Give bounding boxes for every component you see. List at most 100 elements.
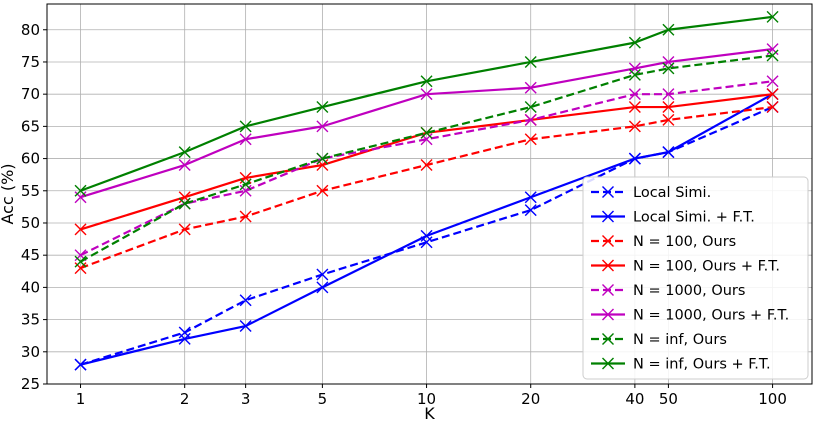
marker-stroke (766, 75, 779, 88)
marker-stroke (420, 159, 433, 172)
marker-stroke (524, 204, 537, 217)
y-tick-label: 65 (21, 117, 40, 135)
data-point (602, 186, 614, 198)
data-point (628, 152, 641, 165)
legend-label: N = inf, Ours (633, 332, 727, 348)
x-tick-label: 5 (318, 390, 328, 408)
data-point (316, 152, 329, 165)
legend-box (582, 176, 809, 380)
marker-stroke (316, 120, 329, 133)
data-point (74, 184, 87, 197)
data-point (766, 101, 779, 114)
marker-stroke (766, 49, 779, 62)
y-tick-label: 25 (21, 375, 40, 393)
legend-entry: N = inf, Ours (591, 332, 727, 348)
marker-stroke (239, 210, 252, 223)
marker-stroke (628, 101, 641, 114)
data-point (662, 88, 675, 101)
x-axis: 1 2 3 5 10 20 40 50 100 (76, 384, 787, 408)
data-point (239, 294, 252, 307)
plot-frame (46, 3, 813, 385)
data-point (662, 101, 675, 114)
marker-stroke (602, 357, 614, 370)
data-point (766, 75, 779, 88)
legend-label: N = 1000, Ours (633, 283, 745, 299)
x-tick-label: 2 (180, 390, 190, 408)
y-tick-label: 50 (21, 214, 40, 232)
marker-stroke (239, 320, 252, 333)
marker-stroke (178, 223, 191, 236)
legend-entry: N = 1000, Ours (591, 283, 745, 299)
marker-stroke (602, 186, 614, 198)
marker-stroke (628, 120, 641, 133)
marker-stroke (178, 332, 191, 345)
data-point (662, 146, 675, 159)
marker-stroke (74, 255, 87, 268)
y-tick-label: 75 (21, 53, 40, 71)
y-axis: 25 30 35 40 45 50 55 60 65 70 75 80 (21, 21, 47, 393)
data-point (239, 178, 252, 191)
marker-stroke (628, 88, 641, 101)
marker-stroke (766, 88, 779, 101)
marker-stroke (316, 268, 329, 281)
x-axis-label: K (424, 404, 435, 423)
legend-label: N = 100, Ours (633, 234, 736, 250)
legend-entry: N = inf, Ours + F.T. (591, 357, 771, 373)
data-point (602, 235, 614, 247)
y-tick-label: 45 (21, 246, 40, 264)
x-tick-label: 50 (659, 390, 678, 408)
data-point (602, 284, 614, 296)
data-point (628, 68, 641, 81)
data-point (74, 223, 87, 236)
marker-stroke (602, 333, 614, 345)
data-point (316, 184, 329, 197)
marker-stroke (239, 120, 252, 133)
y-tick-label: 40 (21, 278, 40, 296)
marker-stroke (524, 133, 537, 146)
series (74, 10, 779, 197)
marker-stroke (766, 101, 779, 114)
data-point (178, 332, 191, 345)
marker-stroke (239, 133, 252, 146)
legend: Local Simi. Local Simi. + F.T. N = 100, Ou… (582, 176, 809, 380)
legend-entry: N = 100, Ours (591, 234, 736, 250)
data-point (766, 88, 779, 101)
data-point (74, 358, 87, 371)
marker-stroke (420, 126, 433, 139)
marker-stroke (524, 191, 537, 204)
data-point (662, 113, 675, 126)
legend-label: N = inf, Ours + F.T. (633, 357, 771, 373)
marker-stroke (662, 88, 675, 101)
x-tick-label: 20 (521, 390, 540, 408)
data-point (524, 81, 537, 94)
data-point (524, 113, 537, 126)
marker-stroke (524, 55, 537, 68)
marker-stroke (602, 235, 614, 247)
data-point (524, 191, 537, 204)
data-point (602, 357, 614, 370)
marker-stroke (316, 101, 329, 114)
data-point (239, 120, 252, 133)
marker-stroke (316, 184, 329, 197)
data-point (524, 204, 537, 217)
data-point (524, 55, 537, 68)
marker-stroke (766, 10, 779, 23)
y-tick-label: 30 (21, 343, 40, 361)
data-point (602, 308, 614, 321)
data-point (602, 210, 614, 223)
data-point (602, 333, 614, 345)
marker-stroke (524, 101, 537, 114)
y-tick-label: 80 (21, 21, 40, 39)
marker-stroke (662, 146, 675, 159)
x-tick-label: 1 (76, 390, 86, 408)
data-point (628, 101, 641, 114)
marker-stroke (420, 75, 433, 88)
data-point (662, 23, 675, 36)
marker-stroke (239, 178, 252, 191)
data-point (628, 88, 641, 101)
marker-stroke (602, 308, 614, 321)
data-point (239, 320, 252, 333)
data-point (178, 146, 191, 159)
series (74, 88, 779, 371)
